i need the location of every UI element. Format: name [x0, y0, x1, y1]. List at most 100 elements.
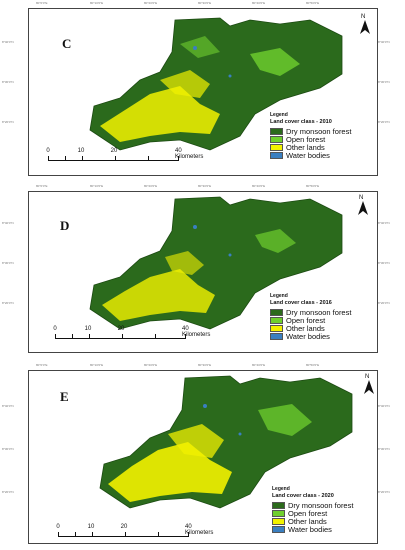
- graticule-label-left: 8°30'0"N: [2, 447, 14, 451]
- graticule-label-top: 80°10'0"E: [90, 184, 104, 188]
- legend-label: Open forest: [286, 134, 326, 144]
- legend-label: Open forest: [288, 508, 328, 518]
- legend-item: Open forest: [272, 508, 353, 518]
- scale-tick-label: 40 Kilometers: [182, 326, 211, 338]
- legend-item: Dry monsoon forest: [270, 126, 352, 136]
- graticule-label-left: 8°40'0"N: [2, 404, 14, 408]
- legend-label: Other lands: [288, 516, 327, 526]
- graticule-label-top: 80°50'0"E: [306, 1, 320, 5]
- legend-item: Water bodies: [272, 525, 353, 534]
- legend-title: Legend: [272, 486, 290, 492]
- graticule-label-top: 80°50'0"E: [306, 184, 320, 188]
- graticule-label-top: 80°40'0"E: [252, 184, 266, 188]
- legend-item: Open forest: [270, 134, 351, 144]
- legend-heading: Land cover class - 2016: [270, 300, 332, 306]
- panel-letter: E: [60, 389, 69, 404]
- legend-title: Legend: [270, 112, 288, 118]
- graticule-label-right: 8°30'0"N: [378, 80, 390, 84]
- graticule-label-top: 80°30'0"E: [198, 1, 212, 5]
- graticule-label-left: 8°20'0"N: [2, 301, 14, 305]
- scale-tick-label: 40 Kilometers: [175, 148, 204, 160]
- scale-tick-label: 0: [56, 524, 60, 530]
- legend-item: Dry monsoon forest: [272, 501, 353, 510]
- north-arrow: N: [358, 14, 372, 36]
- scale-bar: 0 10 20 40 Kilometers: [56, 524, 213, 537]
- graticule-label-right: 8°20'0"N: [378, 120, 390, 124]
- panel-letter: C: [62, 36, 72, 51]
- map-panel-e: 80°0'0"E 80°10'0"E 80°20'0"E 80°30'0"E 8…: [0, 362, 405, 550]
- scale-bar-line: [55, 334, 186, 339]
- legend-swatch: [272, 501, 285, 509]
- legend-swatch: [270, 135, 283, 143]
- map-frame: [28, 370, 378, 544]
- north-arrow-icon: [360, 20, 370, 34]
- graticule-label-right: 8°20'0"N: [378, 301, 390, 305]
- north-label: N: [361, 14, 366, 20]
- graticule-label-top: 80°0'0"E: [36, 363, 48, 367]
- legend-swatch: [270, 143, 283, 151]
- graticule-label-right: 8°20'0"N: [378, 490, 390, 494]
- land-cover-map: [89, 17, 343, 151]
- legend-swatch: [270, 316, 283, 324]
- legend-item: Open forest: [270, 315, 351, 325]
- graticule-label-top: 80°40'0"E: [252, 363, 266, 367]
- graticule-label-top: 80°10'0"E: [90, 1, 104, 5]
- legend-item: Other lands: [270, 324, 351, 333]
- legend-item: Other lands: [270, 142, 351, 152]
- graticule-label-top: 80°20'0"E: [144, 363, 158, 367]
- legend-label: Other lands: [286, 142, 325, 152]
- legend-title: Legend: [270, 293, 288, 299]
- scale-bar: 0 10 20 40 Kilometers: [46, 148, 203, 161]
- map-panel-d: 80°0'0"E 80°10'0"E 80°20'0"E 80°30'0"E 8…: [0, 183, 405, 358]
- legend-swatch: [270, 308, 283, 316]
- graticule-label-right: 8°30'0"N: [378, 261, 390, 265]
- graticule-label-left: 8°30'0"N: [2, 80, 14, 84]
- graticule-label-right: 8°40'0"N: [378, 404, 390, 408]
- scale-bar-line: [48, 156, 179, 161]
- graticule-label-top: 80°10'0"E: [90, 363, 104, 367]
- scale-bar-line: [58, 532, 189, 537]
- map-frame: [28, 8, 378, 176]
- legend-item: Water bodies: [270, 151, 351, 160]
- graticule-label-right: 8°30'0"N: [378, 447, 390, 451]
- scale-tick-label: 10: [87, 524, 95, 530]
- legend-label: Water bodies: [286, 331, 330, 341]
- scale-tick-label: 10: [84, 326, 92, 332]
- scale-tick-label: 40 Kilometers: [185, 524, 214, 536]
- land-cover-map: [99, 375, 353, 509]
- north-label: N: [359, 195, 364, 201]
- legend-swatch: [272, 525, 285, 533]
- north-arrow: N: [362, 374, 376, 396]
- legend-heading: Land cover class - 2010: [270, 119, 332, 125]
- north-arrow-icon: [364, 380, 374, 394]
- scale-tick-label: 20: [117, 326, 125, 332]
- legend-label: Dry monsoon forest: [286, 307, 352, 317]
- north-arrow: N: [356, 195, 370, 217]
- scale-bar: 0 10 20 40 Kilometers: [53, 326, 210, 339]
- legend-label: Dry monsoon forest: [286, 126, 352, 136]
- graticule-label-left: 8°20'0"N: [2, 120, 14, 124]
- graticule-label-top: 80°20'0"E: [144, 1, 158, 5]
- graticule-label-top: 80°40'0"E: [252, 1, 266, 5]
- graticule-label-top: 80°30'0"E: [198, 363, 212, 367]
- graticule-label-top: 80°50'0"E: [306, 363, 320, 367]
- scale-tick-label: 20: [110, 148, 118, 154]
- map-frame: [28, 191, 378, 353]
- scale-tick-label: 0: [53, 326, 57, 332]
- map-panel-c: 80°0'0"E 80°10'0"E 80°20'0"E 80°30'0"E 8…: [0, 0, 405, 182]
- legend-swatch: [270, 324, 283, 332]
- graticule-label-right: 8°40'0"N: [378, 40, 390, 44]
- graticule-label-top: 80°20'0"E: [144, 184, 158, 188]
- graticule-label-top: 80°0'0"E: [36, 1, 48, 5]
- legend-label: Open forest: [286, 315, 326, 325]
- graticule-label-left: 8°40'0"N: [2, 40, 14, 44]
- graticule-label-left: 8°30'0"N: [2, 261, 14, 265]
- north-label: N: [365, 374, 370, 380]
- scale-tick-label: 20: [120, 524, 128, 530]
- graticule-label-top: 80°0'0"E: [36, 184, 48, 188]
- legend-swatch: [272, 517, 285, 525]
- legend-item: Water bodies: [270, 331, 351, 341]
- legend: Legend Land cover class - 2016 Dry monso…: [270, 293, 352, 341]
- scale-tick-label: 10: [77, 148, 85, 154]
- graticule-label-left: 8°20'0"N: [2, 490, 14, 494]
